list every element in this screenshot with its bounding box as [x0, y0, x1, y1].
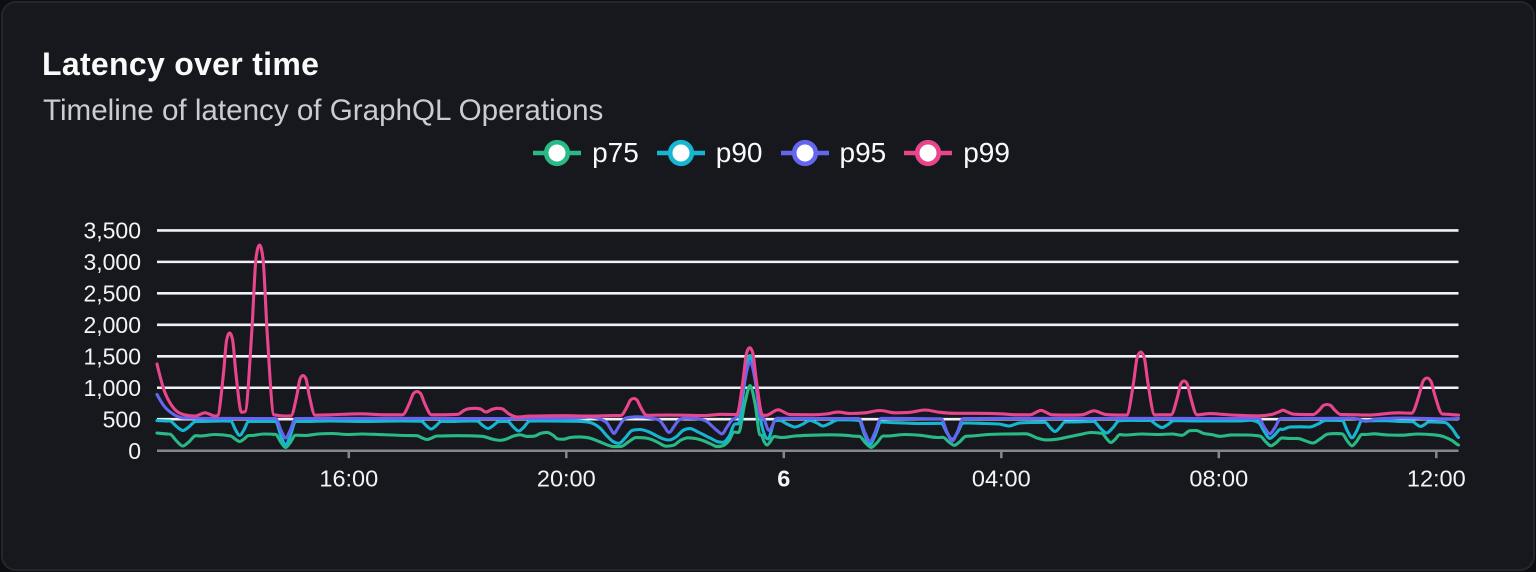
svg-text:20:00: 20:00 [537, 466, 596, 492]
svg-text:1,000: 1,000 [83, 375, 141, 401]
svg-text:04:00: 04:00 [972, 466, 1031, 492]
svg-text:3,500: 3,500 [83, 218, 141, 244]
svg-text:1,500: 1,500 [83, 343, 141, 369]
svg-text:16:00: 16:00 [319, 466, 378, 492]
svg-text:3,000: 3,000 [83, 249, 141, 275]
svg-text:12:00: 12:00 [1407, 466, 1466, 492]
svg-text:2,000: 2,000 [83, 312, 141, 338]
svg-text:2,500: 2,500 [83, 281, 141, 307]
svg-text:0: 0 [128, 438, 141, 464]
svg-text:08:00: 08:00 [1189, 466, 1248, 492]
svg-text:6: 6 [777, 466, 790, 492]
svg-text:500: 500 [103, 406, 141, 432]
